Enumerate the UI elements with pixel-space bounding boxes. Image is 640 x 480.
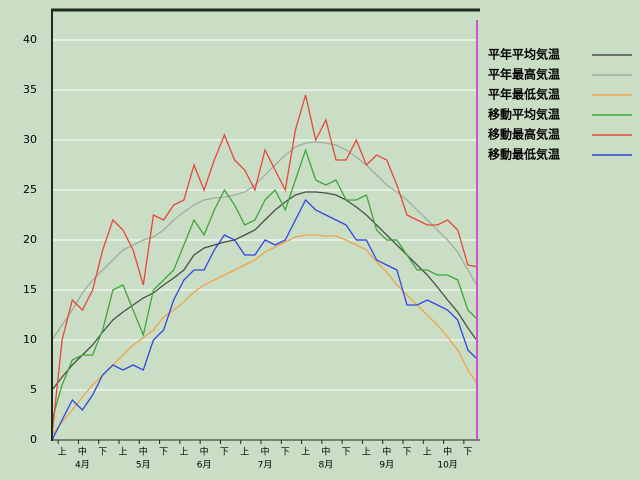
series-line (51, 141, 479, 341)
y-tick-label: 15 (23, 283, 37, 296)
x-tick-label: 上 (301, 447, 310, 458)
x-tick-label: 上 (423, 447, 432, 458)
x-tick-label: 下 (342, 448, 351, 458)
month-label: 7月 (258, 460, 273, 471)
legend-label: 移動最高気温 (488, 127, 560, 142)
series-line (51, 94, 479, 436)
x-tick-label: 下 (98, 448, 107, 458)
legend-label: 平年最高気温 (488, 67, 560, 82)
x-tick-label: 上 (118, 447, 127, 458)
x-tick-label: 上 (240, 447, 249, 458)
series-line (51, 147, 479, 421)
month-label: 5月 (136, 460, 151, 471)
y-tick-label: 5 (30, 383, 37, 396)
x-tick-label: 中 (260, 446, 269, 458)
month-label: 8月 (318, 460, 333, 471)
x-tick-label: 下 (220, 448, 229, 458)
month-label: 4月 (75, 460, 90, 471)
month-label: 6月 (197, 460, 212, 471)
plot (51, 39, 479, 441)
x-tick-label: 中 (200, 446, 209, 458)
y-tick-label: 40 (23, 33, 37, 46)
y-tick-label: 10 (23, 333, 37, 346)
x-tick-label: 中 (443, 446, 452, 458)
x-tick-label: 下 (281, 448, 290, 458)
x-tick-label: 下 (159, 448, 168, 458)
x-tick-label: 中 (382, 446, 391, 458)
series-line (51, 234, 479, 436)
y-tick-label: 35 (23, 83, 37, 96)
x-tick-label: 中 (139, 446, 148, 458)
y-tick-label: 25 (23, 183, 37, 196)
x-tick-label: 上 (58, 447, 67, 458)
legend-label: 移動平均気温 (488, 107, 560, 122)
y-tick-label: 0 (30, 433, 37, 446)
x-tick-label: 下 (402, 448, 411, 458)
y-tick-label: 20 (23, 233, 37, 246)
y-tick-label: 30 (23, 133, 37, 146)
x-tick-label: 下 (463, 448, 472, 458)
month-label: 10月 (437, 460, 457, 471)
x-tick-label: 中 (78, 446, 87, 458)
x-tick-label: 上 (362, 447, 371, 458)
month-label: 9月 (379, 460, 394, 471)
x-tick-label: 中 (321, 446, 330, 458)
legend-label: 平年最低気温 (488, 87, 560, 102)
legend-label: 平年平均気温 (488, 47, 560, 62)
x-tick-label: 上 (179, 447, 188, 458)
series-line (51, 198, 479, 441)
legend-label: 移動最低気温 (488, 147, 560, 162)
